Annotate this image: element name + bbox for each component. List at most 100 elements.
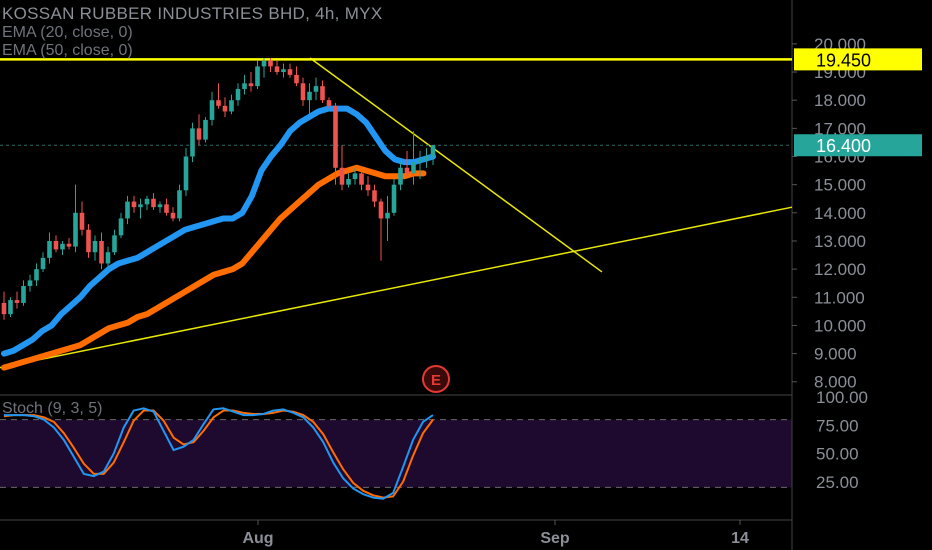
candle (105, 252, 111, 264)
candle (281, 69, 286, 73)
candle (411, 162, 416, 174)
price-tick-label: 15.000 (814, 176, 866, 195)
candle (190, 128, 195, 157)
candle (118, 218, 124, 236)
event-marker (422, 365, 450, 393)
ema50-line (1, 164, 427, 371)
x-tick-label: Aug (242, 530, 273, 547)
price-tick-label: 17.000 (814, 119, 866, 138)
candle (170, 212, 176, 219)
trendline-1 (0, 206, 793, 369)
candle (378, 201, 384, 219)
ema50-legend[interactable]: EMA (50, close, 0) (2, 42, 133, 59)
stoch-tick-label: 75.00 (816, 416, 859, 435)
candle (274, 66, 280, 73)
candle (144, 198, 150, 205)
candle (261, 60, 267, 67)
candle (183, 156, 189, 191)
candle (398, 167, 403, 185)
stoch-tick-label: 100.00 (816, 388, 868, 407)
x-tick-label: 14 (731, 530, 749, 547)
candle (112, 235, 117, 253)
candle (8, 300, 13, 315)
candle (125, 201, 130, 219)
resistance-price-label: 19.450 (816, 50, 871, 70)
price-tick-label: 11.000 (814, 288, 865, 307)
candle (216, 100, 221, 106)
candle (27, 280, 33, 287)
candle (391, 184, 397, 213)
resistance-price-tag (794, 48, 922, 71)
candle (424, 156, 429, 160)
event-marker-label: E (431, 372, 441, 389)
candle (352, 173, 358, 180)
trendline-2 (309, 57, 603, 273)
candle (268, 60, 273, 67)
candle (86, 229, 91, 253)
candle (138, 204, 143, 208)
price-tick-label: 10.000 (814, 316, 866, 335)
candle (196, 128, 202, 140)
candle (99, 240, 104, 264)
candle (92, 240, 98, 253)
candle (307, 91, 312, 101)
candle (287, 69, 293, 75)
candle (131, 201, 137, 208)
stoch-k-line (4, 407, 434, 500)
candle (346, 179, 351, 185)
price-tick-label: 8.000 (814, 373, 857, 392)
candle (255, 66, 260, 87)
candle (164, 204, 169, 213)
candle (417, 159, 423, 163)
price-tick-label: 14.000 (814, 204, 866, 223)
stoch-d-line (3, 409, 434, 499)
candle (339, 167, 345, 185)
candle (14, 300, 20, 303)
ema20-legend[interactable]: EMA (20, close, 0) (2, 24, 133, 41)
candle (294, 74, 299, 84)
candle (313, 86, 319, 92)
candle (209, 100, 215, 120)
candle (372, 190, 377, 202)
price-tick-label: 13.000 (814, 232, 866, 251)
last-price-tag (794, 134, 922, 157)
last-price-label: 16.400 (816, 136, 871, 156)
candle (430, 145, 436, 157)
candle (40, 257, 46, 270)
stoch-tick-label: 50.00 (816, 445, 859, 464)
candle (73, 212, 78, 247)
chart-title: KOSSAN RUBBER INDUSTRIES BHD, 4h, MYX (2, 4, 383, 23)
candle (229, 100, 234, 112)
candle (151, 198, 156, 208)
stoch-legend[interactable]: Stoch (9, 3, 5) (2, 400, 103, 417)
candle (157, 204, 163, 208)
candle (300, 83, 306, 101)
candle (333, 105, 338, 168)
candle (34, 269, 39, 281)
candle (365, 184, 371, 191)
candle (66, 243, 72, 247)
x-tick-label: Sep (540, 530, 570, 547)
candle (235, 88, 241, 101)
candle (404, 167, 410, 174)
candle (248, 83, 254, 87)
candle (320, 86, 325, 101)
candle (326, 100, 332, 106)
price-tick-label: 9.000 (814, 345, 857, 364)
candle (385, 212, 390, 219)
candle (222, 105, 228, 112)
candle (242, 83, 247, 89)
candle (177, 190, 182, 219)
ema20-line (1, 105, 436, 357)
candle (60, 243, 65, 250)
candle (79, 212, 85, 230)
price-tick-label: 12.000 (814, 260, 866, 279)
candle (53, 240, 59, 250)
stoch-tick-label: 25.00 (816, 473, 859, 492)
candle (1, 302, 7, 315)
candle (21, 286, 26, 303)
stoch-band (0, 419, 792, 488)
price-tick-label: 18.000 (814, 91, 866, 110)
